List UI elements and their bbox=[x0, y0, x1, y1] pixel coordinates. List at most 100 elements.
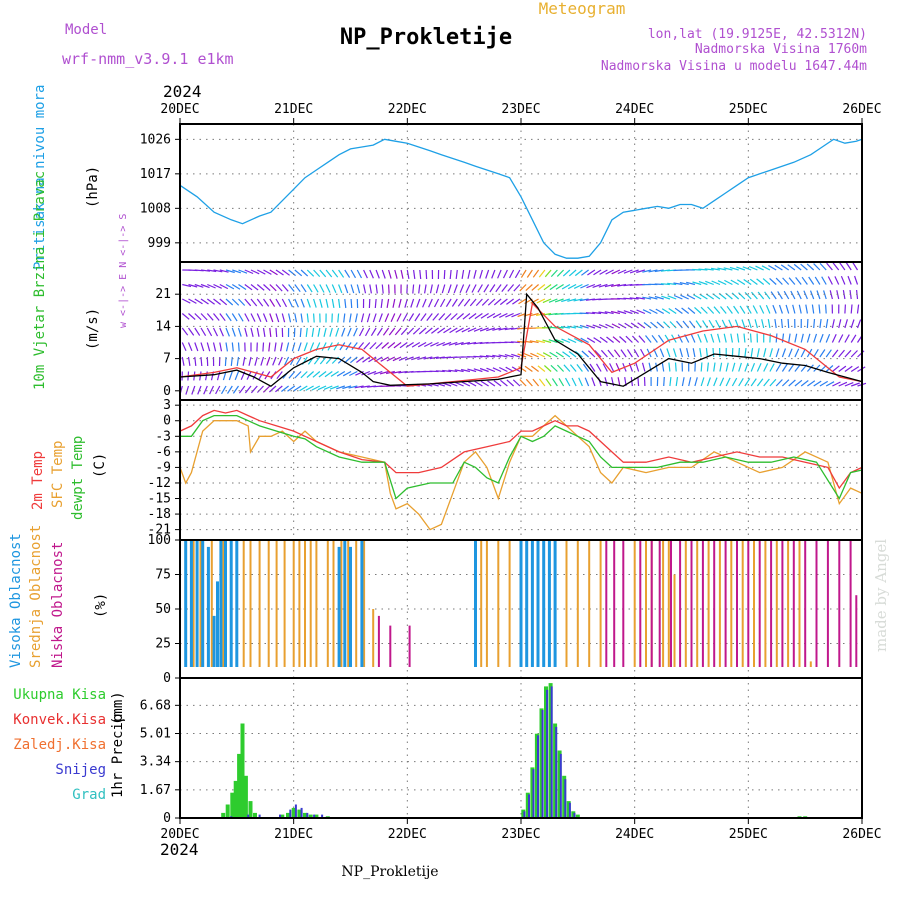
wind-barb bbox=[331, 298, 335, 309]
precip-ytick-label: 5.01 bbox=[140, 726, 171, 741]
wind-barb bbox=[537, 365, 546, 372]
high-cloud-bar bbox=[349, 546, 352, 667]
wind-barb bbox=[575, 350, 583, 358]
wind-barb bbox=[511, 312, 521, 318]
wind-barb bbox=[589, 363, 596, 372]
wind-barb bbox=[730, 333, 733, 343]
wind-barb bbox=[386, 356, 396, 362]
wind-barb bbox=[467, 269, 471, 279]
wind-barb bbox=[669, 321, 677, 329]
wind-barb bbox=[312, 371, 321, 378]
wind-barb bbox=[511, 353, 521, 358]
wind-barb bbox=[617, 377, 621, 387]
wind-barb bbox=[805, 304, 808, 314]
wind-barb bbox=[694, 306, 702, 314]
wind-barb bbox=[485, 269, 490, 279]
wind-barb bbox=[263, 298, 270, 307]
wind-barb bbox=[431, 327, 439, 334]
wind-barb bbox=[305, 385, 314, 391]
wind-barb bbox=[770, 291, 777, 300]
mid-cloud-bar bbox=[599, 540, 602, 667]
wind-barb bbox=[610, 283, 621, 287]
mid-cloud-bar bbox=[576, 540, 579, 667]
wind-barb bbox=[744, 378, 751, 387]
wind-barb bbox=[826, 262, 833, 271]
wind-barb bbox=[561, 283, 571, 290]
mid-cloud-bar bbox=[565, 540, 568, 667]
pressure-line bbox=[179, 138, 863, 259]
wind-barb bbox=[523, 353, 533, 358]
wind-barb bbox=[455, 269, 458, 279]
wind-barb bbox=[612, 336, 621, 343]
high-cloud-bar bbox=[474, 540, 477, 667]
low-cloud-bar bbox=[747, 540, 750, 667]
wind-barb bbox=[404, 356, 414, 361]
wind-barb bbox=[827, 276, 833, 285]
wind-barb bbox=[213, 313, 220, 321]
footer-title: NP_Prokletije bbox=[341, 864, 438, 880]
wind-barb bbox=[765, 304, 771, 314]
snow-bar bbox=[294, 804, 297, 818]
wind-barb bbox=[489, 284, 496, 293]
wind-barb bbox=[313, 298, 317, 308]
wind-barb bbox=[568, 351, 577, 358]
wind-barb bbox=[751, 291, 758, 300]
wind-barb bbox=[711, 280, 721, 286]
wind-barb bbox=[814, 276, 821, 285]
total-rain-bar bbox=[562, 775, 567, 818]
wind-barb bbox=[200, 356, 203, 367]
wind-barb bbox=[856, 304, 860, 314]
wind-barb bbox=[788, 379, 796, 387]
wind-barb bbox=[560, 326, 570, 329]
wind-barb bbox=[519, 379, 527, 387]
wind-barb bbox=[635, 362, 640, 372]
wind-barb bbox=[473, 368, 483, 373]
wind-barb bbox=[573, 325, 583, 329]
wind-barb bbox=[219, 283, 229, 290]
wind-barb bbox=[831, 319, 835, 329]
total-rain-bar bbox=[308, 814, 313, 818]
wind-barb bbox=[324, 371, 333, 378]
wind-barb bbox=[839, 262, 846, 271]
wind-barb bbox=[479, 327, 489, 332]
wind-barb bbox=[354, 313, 358, 323]
wind-barb bbox=[587, 269, 596, 276]
wind-barb bbox=[349, 370, 358, 377]
high-cloud-bar bbox=[337, 546, 341, 667]
wind-barb bbox=[454, 369, 464, 373]
snow-bar bbox=[564, 779, 567, 818]
temp-2m-line bbox=[179, 409, 863, 490]
wind-barb bbox=[769, 277, 777, 285]
wind-barb bbox=[556, 364, 565, 372]
wind-barb bbox=[281, 284, 289, 292]
wind-barb bbox=[300, 313, 303, 323]
total-rain-bar bbox=[553, 723, 558, 818]
wind-barb bbox=[682, 320, 690, 329]
low-cloud-bar bbox=[650, 540, 653, 667]
wind-barb bbox=[417, 341, 427, 348]
wind-barb bbox=[244, 284, 253, 291]
wind-barb bbox=[402, 313, 408, 322]
wind-barb bbox=[803, 290, 808, 300]
wind-barb bbox=[756, 348, 760, 358]
wind-barb bbox=[794, 364, 801, 372]
total-rain-bar bbox=[548, 683, 553, 818]
wind-barb bbox=[768, 264, 777, 271]
wind-barb bbox=[717, 280, 727, 286]
wind-barb bbox=[513, 284, 521, 292]
total-rain-bar bbox=[237, 753, 242, 818]
wind-barb bbox=[648, 296, 658, 300]
wind-barb bbox=[834, 276, 840, 285]
mid-cloud-bar bbox=[588, 540, 591, 667]
wind-barb bbox=[498, 327, 508, 331]
mid-cloud-bar bbox=[707, 540, 710, 667]
wind-barb bbox=[675, 377, 679, 387]
wind-barb bbox=[518, 366, 527, 373]
wind-barb bbox=[642, 269, 652, 273]
wind-barb bbox=[455, 327, 464, 333]
wind-barb bbox=[850, 366, 860, 373]
wind-barb bbox=[698, 268, 708, 271]
wind-barb bbox=[710, 333, 715, 343]
wind-barb bbox=[774, 319, 777, 329]
wind-barb bbox=[373, 370, 383, 375]
